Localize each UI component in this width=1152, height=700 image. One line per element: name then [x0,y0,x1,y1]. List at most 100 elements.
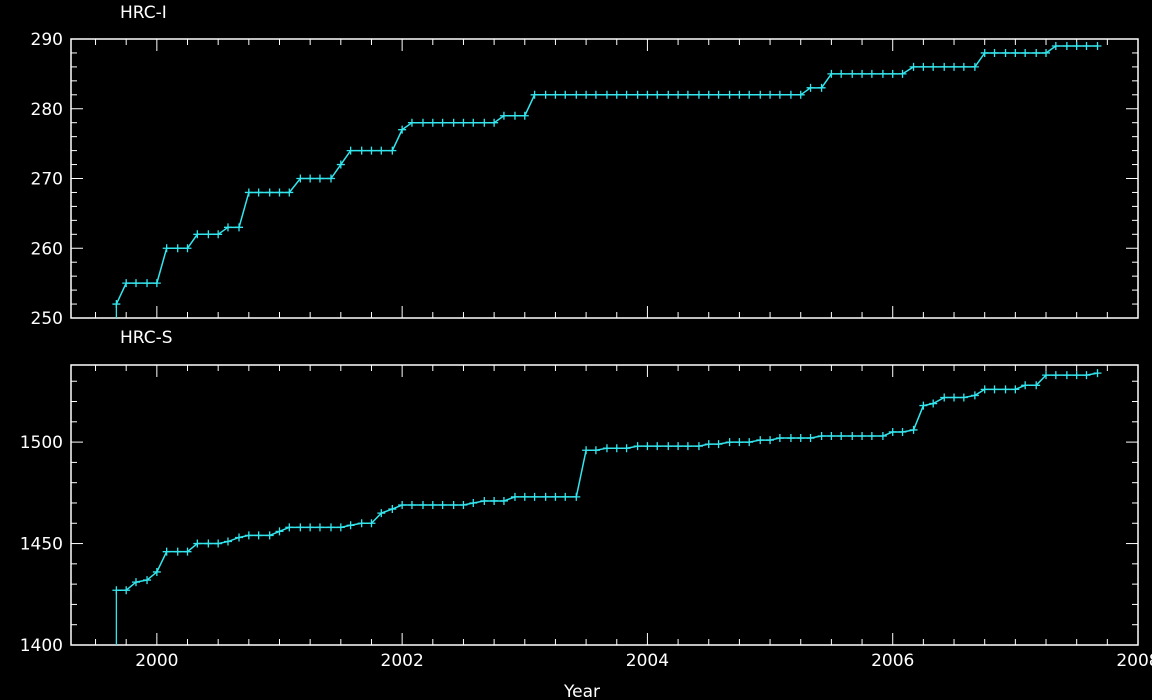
data-point [235,533,244,542]
data-point [541,492,550,501]
data-point [315,174,324,183]
data-point [112,300,121,309]
data-point [377,146,386,155]
data-point [152,279,161,288]
data-point [357,146,366,155]
data-point [664,90,673,99]
data-point [327,523,336,532]
data-point [959,393,968,402]
y-tick-label: 290 [31,30,63,50]
data-point [775,90,784,99]
data-point [786,90,795,99]
data-point [367,519,376,528]
data-point [1051,371,1060,380]
data-point [612,444,621,453]
data-point [1072,371,1081,380]
x-axis-label: Year [563,682,600,700]
data-point [704,90,713,99]
data-point [633,442,642,451]
data-point [980,385,989,394]
data-point [510,111,519,120]
data-point [612,90,621,99]
y-tick-label: 250 [31,309,63,329]
data-point [469,498,478,507]
x-tick-label: 2006 [871,651,914,671]
data-point [132,578,141,587]
y-tick-label: 1400 [20,636,63,656]
data-point [510,492,519,501]
data-point [1051,41,1060,50]
data-point [1021,48,1030,57]
data-point [162,547,171,556]
data-point [867,69,876,78]
data-point [940,62,949,71]
data-point [407,118,416,127]
panel-hrc-i: HRC-I 250 260 270 280 290 [31,3,1139,329]
data-point [1032,48,1041,57]
data-point [143,576,152,585]
data-point [357,519,366,528]
data-point [388,505,397,514]
data-point [265,531,274,540]
data-point [112,586,121,595]
plot-frame [70,364,1139,646]
data-point [296,174,305,183]
data-point [367,146,376,155]
data-point [520,492,529,501]
data-point [694,90,703,99]
data-point [223,223,232,232]
data-point [582,446,591,455]
data-point [714,90,723,99]
data-point [285,523,294,532]
data-point [683,90,692,99]
data-point [132,279,141,288]
y-tick-label: 1450 [20,535,63,555]
data-point [459,118,468,127]
panel-title: HRC-S [120,328,173,348]
data-point [407,501,416,509]
data-point [837,69,846,78]
data-point [173,244,182,253]
data-point [806,434,815,443]
series-line [116,372,1098,591]
data-point [1062,41,1071,50]
data-point [306,174,315,183]
data-point [970,391,979,400]
data-point [152,567,161,576]
data-point [162,244,171,253]
data-point [346,146,355,155]
data-point [817,83,826,92]
data-point [653,442,662,451]
data-point [480,118,489,127]
data-point [193,230,202,239]
data-point [622,90,631,99]
data-point [735,90,744,99]
data-point [725,90,734,99]
data-point [254,188,263,197]
data-point [418,501,427,509]
data-point [183,547,192,556]
data-point [827,432,836,441]
data-point [122,586,131,595]
data-point [582,90,591,99]
data-point [336,523,345,532]
data-point [766,90,775,99]
data-point [694,442,703,451]
data-point [858,69,867,78]
data-point [898,427,907,436]
data-point [244,188,253,197]
data-point [714,440,723,449]
data-point [459,501,468,509]
data-point [1032,381,1041,390]
y-tick-label: 280 [31,100,63,120]
data-point [591,446,600,455]
data-point [551,90,560,99]
data-point [143,279,152,288]
series-line [115,45,1098,305]
data-point [418,118,427,127]
data-point [315,523,324,532]
data-point [806,83,815,92]
data-point [398,501,407,509]
data-point [990,385,999,394]
data-point [848,69,857,78]
